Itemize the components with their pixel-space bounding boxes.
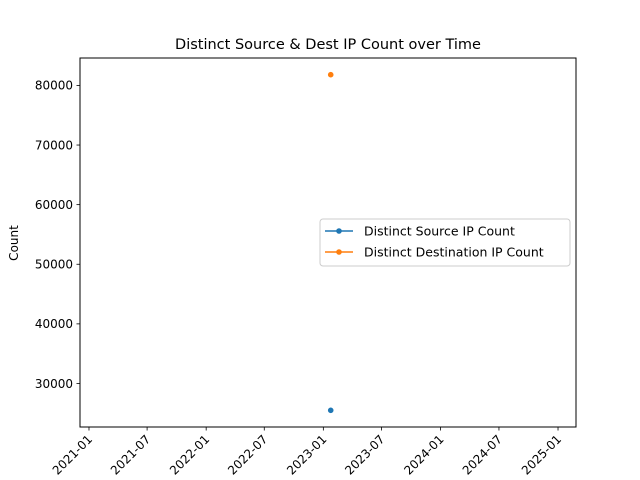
y-tick-label: 40000 (35, 317, 73, 331)
x-tick-label: 2021-01 (50, 432, 95, 477)
legend-label: Distinct Destination IP Count (364, 245, 544, 260)
x-tick-label: 2024-01 (401, 432, 446, 477)
y-axis-label: Count (7, 225, 21, 261)
y-tick-label: 80000 (35, 79, 73, 93)
data-point-0 (327, 407, 334, 414)
x-tick-label: 2024-07 (460, 432, 505, 477)
x-tick-label: 2025-01 (519, 432, 564, 477)
series-layer (327, 71, 334, 414)
plot-area (79, 57, 577, 428)
x-axis: 2021-01 2021-07 2022-01 2022-07 2023-01 2023-… (50, 427, 564, 478)
legend-swatch-marker (336, 249, 342, 255)
y-tick-label: 60000 (35, 198, 73, 212)
data-point-1 (327, 71, 334, 78)
x-tick-label: 2022-07 (225, 432, 270, 477)
legend: Distinct Source IP Count Distinct Destina… (319, 218, 571, 267)
legend-box (319, 218, 571, 267)
chart-title: Distinct Source & Dest IP Count over Tim… (175, 37, 481, 53)
y-tick-label: 50000 (35, 258, 73, 272)
x-tick-label: 2023-07 (342, 432, 387, 477)
legend-label: Distinct Source IP Count (364, 224, 515, 239)
x-tick-label: 2022-01 (167, 432, 212, 477)
y-axis: 30000 40000 50000 60000 70000 80000 (35, 79, 80, 391)
legend-swatch-marker (336, 228, 342, 234)
y-tick-label: 30000 (35, 377, 73, 391)
x-tick-label: 2021-07 (108, 432, 153, 477)
x-tick-label: 2023-01 (284, 432, 329, 477)
y-tick-label: 70000 (35, 138, 73, 152)
